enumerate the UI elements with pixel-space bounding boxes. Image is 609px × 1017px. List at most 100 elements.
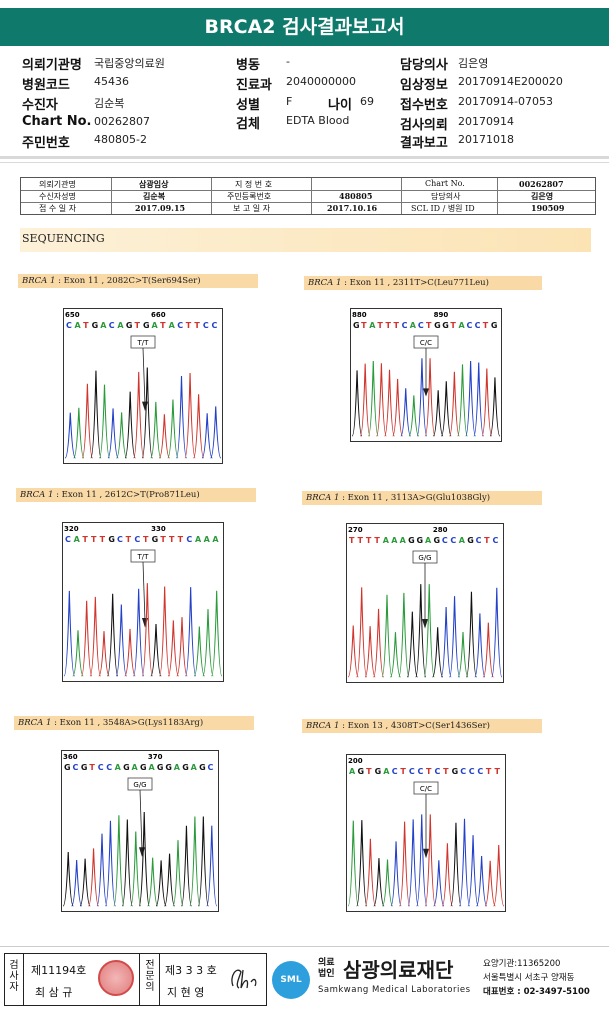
trace-peak xyxy=(210,406,222,459)
base-call: T xyxy=(426,321,432,330)
base-call: G xyxy=(108,535,115,544)
trace-peak xyxy=(356,820,368,907)
trace-peak xyxy=(115,604,128,677)
chart-no-label: Chart No. xyxy=(22,114,92,129)
report-title: BRCA2 검사결과보고서 xyxy=(0,8,609,46)
trace-peak xyxy=(450,822,462,907)
position-label: 280 xyxy=(433,526,448,534)
doctor-value: 김은영 xyxy=(458,57,489,70)
base-call: A xyxy=(152,321,159,330)
base-call: G xyxy=(353,321,360,330)
trace-peak xyxy=(197,816,209,907)
base-call: G xyxy=(152,535,159,544)
base-call: G xyxy=(408,536,415,545)
trace-peak xyxy=(150,624,162,677)
trace-peak xyxy=(482,622,494,678)
base-call: T xyxy=(160,321,166,330)
base-call: G xyxy=(157,763,164,772)
scan-cell: 2017.09.15 xyxy=(135,203,186,213)
trace-peak xyxy=(481,368,493,437)
trace-peak xyxy=(398,821,411,907)
trace-peak xyxy=(184,587,197,677)
base-call: C xyxy=(117,535,123,544)
scan-cell: Chart No. xyxy=(425,179,465,188)
base-call: C xyxy=(477,767,483,776)
trace-peak xyxy=(104,820,117,907)
genotype-label: T/T xyxy=(137,553,150,561)
base-call: C xyxy=(392,767,398,776)
base-call: C xyxy=(186,535,192,544)
org-address: 서울특별시 서초구 양재동 xyxy=(483,973,575,983)
sex-label: 성별 xyxy=(236,98,260,113)
trace-peak xyxy=(167,620,180,677)
trace-peak xyxy=(79,858,91,907)
divider xyxy=(23,954,24,1005)
divider xyxy=(159,954,160,1005)
chromatogram-3: 320 330 C A T T T G C T C T G T T T C A A A T/T xyxy=(62,522,224,682)
hospital-code-value: 45436 xyxy=(94,75,129,88)
divider xyxy=(0,162,609,163)
doctor-label: 담당의사 xyxy=(400,58,448,73)
base-call: A xyxy=(115,763,122,772)
trace-peak xyxy=(389,632,402,678)
base-call: A xyxy=(383,767,390,776)
genotype-label: G/G xyxy=(418,554,431,562)
trace-peak xyxy=(364,838,377,907)
position-label: 660 xyxy=(151,311,166,319)
trace-peak xyxy=(457,631,469,678)
base-call: T xyxy=(484,536,490,545)
trace-peak xyxy=(193,626,206,677)
base-call: T xyxy=(377,321,383,330)
base-call: C xyxy=(417,767,423,776)
mutation-label-5: BRCA 1 : Exon 11 , 3548A>G(Lys1183Arg) xyxy=(14,716,254,730)
base-call: A xyxy=(174,763,181,772)
position-label: 650 xyxy=(65,311,80,319)
clinical-info-value: 20170914E200020 xyxy=(458,75,563,88)
examiner-label: 검사자 xyxy=(9,960,19,993)
chart-no-value: 00262807 xyxy=(94,115,150,128)
trace-peak xyxy=(206,825,218,907)
base-call: C xyxy=(469,767,475,776)
base-call: G xyxy=(442,321,449,330)
trace-peak xyxy=(475,855,488,907)
trace-peak xyxy=(415,584,427,678)
trace-peak xyxy=(356,587,368,678)
gene-name: BRCA 1 xyxy=(308,278,342,288)
scan-cell: 지 정 번 호 xyxy=(235,180,273,189)
base-call: A xyxy=(204,535,211,544)
scan-cell: 190509 xyxy=(531,203,565,213)
scan-cell: 김순복 xyxy=(143,191,166,201)
trace-peak xyxy=(87,848,100,907)
org-phone: 대표번호 : 02-3497-5100 xyxy=(483,987,590,997)
trace-peak xyxy=(163,853,176,907)
examinee-value: 김순복 xyxy=(94,97,125,110)
trace-peak xyxy=(433,860,445,907)
trace-peak xyxy=(416,358,428,437)
ward-label: 병동 xyxy=(236,58,260,73)
base-call: C xyxy=(460,767,466,776)
base-call: C xyxy=(66,321,72,330)
scan-cell: 00262807 xyxy=(519,179,564,189)
receipt-no-value: 20170914-07053 xyxy=(458,95,553,108)
trace-peak xyxy=(458,818,471,907)
base-call: T xyxy=(186,321,192,330)
trace-peak xyxy=(155,860,167,907)
trace-peak xyxy=(408,395,420,437)
base-call: T xyxy=(349,536,355,545)
trace-peak xyxy=(210,590,223,677)
base-call: G xyxy=(434,321,441,330)
chromatogram-4: 270 280 T T T T A A A G G A G C C A G C T C G/G xyxy=(346,523,504,683)
trace-peak xyxy=(72,630,84,677)
base-call: T xyxy=(385,321,391,330)
mutation-desc: : Exon 11 , 2082C>T(Ser694Ser) xyxy=(55,276,201,286)
age-label: 나이 xyxy=(328,98,352,113)
age-value: 69 xyxy=(360,95,374,108)
institution-label: 의뢰기관명 xyxy=(22,58,82,73)
base-call: G xyxy=(64,763,71,772)
trace-peak xyxy=(98,384,111,459)
confirm-name: 지 현 영 xyxy=(167,986,205,999)
base-call: G xyxy=(92,321,99,330)
trace-peak xyxy=(98,631,110,677)
base-call: C xyxy=(211,321,217,330)
trace-peak xyxy=(432,627,444,678)
